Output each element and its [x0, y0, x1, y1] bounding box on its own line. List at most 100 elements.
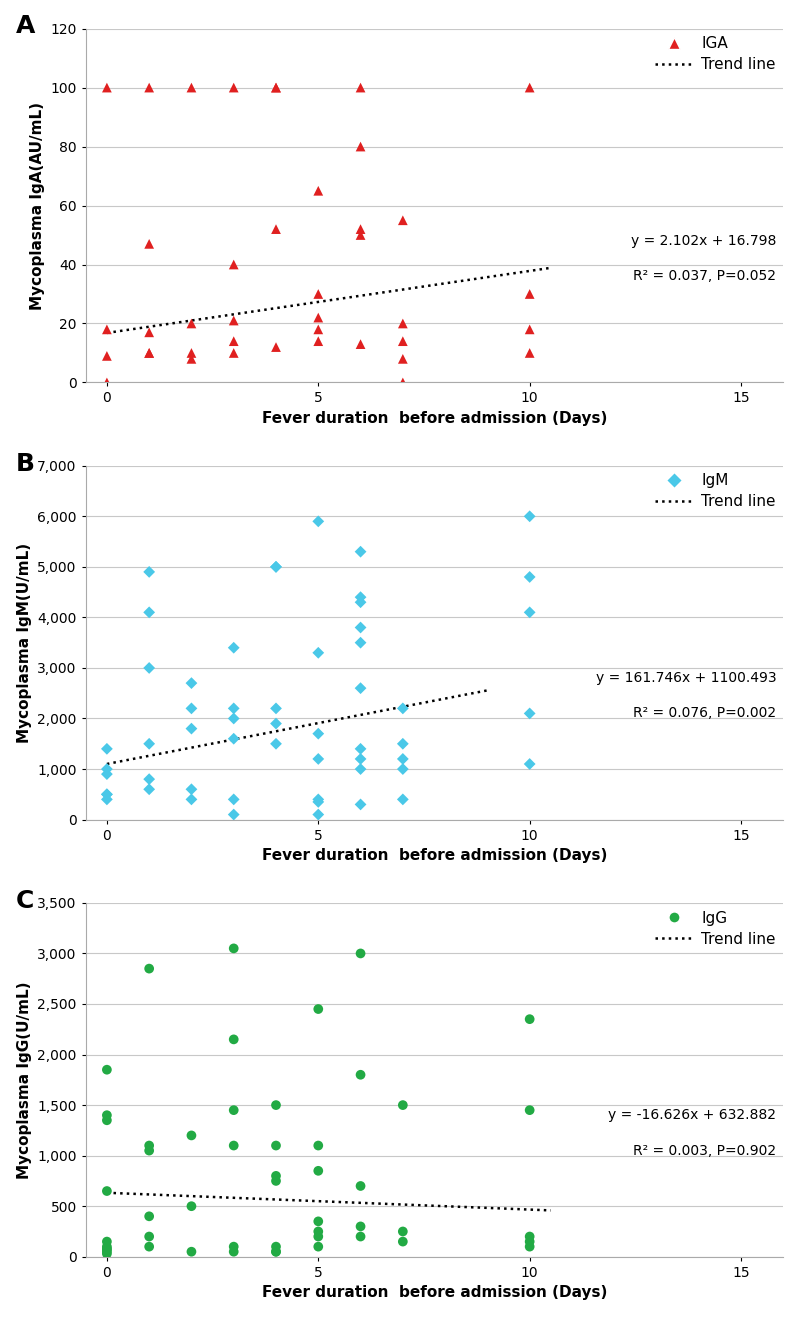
Point: [354, 748, 367, 769]
Point: [185, 698, 198, 719]
Point: [397, 759, 410, 780]
Point: [227, 1100, 240, 1121]
Point: [185, 76, 198, 97]
Point: [354, 136, 367, 157]
Point: [523, 283, 536, 304]
Point: [312, 511, 325, 532]
Point: [312, 307, 325, 328]
Point: [185, 789, 198, 810]
Point: [354, 943, 367, 964]
Point: [312, 283, 325, 304]
Point: [270, 698, 282, 719]
Point: [101, 1243, 114, 1264]
Y-axis label: Mycoplasma IgM(U/mL): Mycoplasma IgM(U/mL): [17, 543, 32, 743]
Point: [354, 616, 367, 637]
Point: [142, 734, 155, 755]
Point: [270, 1166, 282, 1187]
Point: [142, 602, 155, 623]
Legend: IGA, Trend line: IGA, Trend line: [655, 37, 776, 72]
Point: [227, 254, 240, 275]
Legend: IgG, Trend line: IgG, Trend line: [655, 910, 776, 947]
Point: [227, 1241, 240, 1262]
Point: [227, 789, 240, 810]
Point: [270, 1241, 282, 1262]
Point: [227, 331, 240, 352]
Point: [270, 734, 282, 755]
Point: [397, 1094, 410, 1115]
Point: [397, 734, 410, 755]
Point: [101, 789, 114, 810]
Point: [142, 76, 155, 97]
Legend: IgM, Trend line: IgM, Trend line: [655, 473, 776, 510]
Point: [312, 1160, 325, 1181]
Point: [270, 1094, 282, 1115]
Point: [312, 792, 325, 813]
Point: [227, 709, 240, 730]
Point: [397, 789, 410, 810]
Point: [354, 1226, 367, 1247]
Point: [523, 1237, 536, 1258]
Point: [101, 1238, 114, 1259]
Text: A: A: [16, 14, 35, 38]
Point: [101, 319, 114, 340]
Point: [101, 1241, 114, 1262]
Point: [312, 803, 325, 824]
Point: [523, 602, 536, 623]
Point: [397, 313, 410, 335]
Point: [397, 1221, 410, 1242]
Point: [397, 209, 410, 230]
Point: [142, 957, 155, 979]
Text: B: B: [16, 452, 35, 475]
Point: [354, 678, 367, 699]
Point: [185, 348, 198, 369]
Text: y = 2.102x + 16.798: y = 2.102x + 16.798: [631, 234, 776, 248]
Point: [312, 789, 325, 810]
Point: [101, 345, 114, 366]
Point: [101, 739, 114, 760]
Point: [354, 1216, 367, 1237]
X-axis label: Fever duration  before admission (Days): Fever duration before admission (Days): [262, 411, 607, 425]
Point: [312, 1210, 325, 1231]
Point: [101, 784, 114, 805]
Point: [101, 76, 114, 97]
Point: [101, 759, 114, 780]
Point: [142, 233, 155, 254]
Point: [397, 698, 410, 719]
Point: [142, 342, 155, 363]
Text: R² = 0.003, P=0.902: R² = 0.003, P=0.902: [634, 1143, 776, 1158]
Point: [185, 778, 198, 799]
Point: [227, 637, 240, 658]
Point: [312, 998, 325, 1019]
Point: [101, 1180, 114, 1201]
Point: [312, 1135, 325, 1156]
Point: [523, 753, 536, 774]
Point: [270, 337, 282, 358]
Point: [354, 333, 367, 354]
Point: [142, 1141, 155, 1162]
Point: [142, 561, 155, 582]
Point: [101, 1239, 114, 1260]
Point: [312, 748, 325, 769]
Point: [523, 76, 536, 97]
Point: [312, 1237, 325, 1258]
Point: [185, 1125, 198, 1146]
Point: [354, 586, 367, 607]
Point: [354, 541, 367, 562]
Point: [397, 371, 410, 392]
Point: [142, 342, 155, 363]
Point: [397, 1231, 410, 1252]
Point: [227, 76, 240, 97]
Point: [354, 224, 367, 245]
X-axis label: Fever duration  before admission (Days): Fever duration before admission (Days): [262, 848, 607, 863]
Point: [142, 657, 155, 678]
Point: [523, 319, 536, 340]
Point: [523, 703, 536, 724]
Point: [142, 769, 155, 790]
Point: [523, 342, 536, 363]
Point: [227, 803, 240, 824]
Text: y = -16.626x + 632.882: y = -16.626x + 632.882: [608, 1108, 776, 1122]
Point: [185, 1196, 198, 1217]
Point: [270, 1241, 282, 1262]
Point: [270, 556, 282, 577]
Point: [101, 784, 114, 805]
